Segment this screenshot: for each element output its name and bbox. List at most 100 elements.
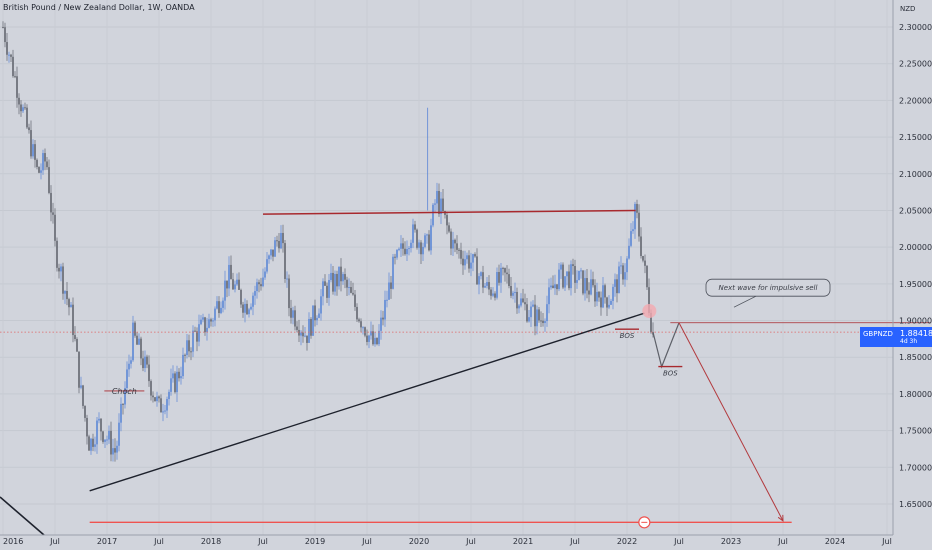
candle-body bbox=[556, 284, 558, 290]
candle-body bbox=[126, 369, 128, 388]
y-tick-label: 1.85000 bbox=[899, 353, 932, 362]
candle-body bbox=[282, 232, 284, 244]
candle-body bbox=[610, 300, 612, 305]
candle-body bbox=[510, 286, 512, 296]
candle-body bbox=[100, 418, 102, 432]
rising-trendline bbox=[89, 312, 645, 492]
current-price-label: GBPNZD 1.88418 4d 3h bbox=[860, 327, 932, 347]
candle-body bbox=[250, 306, 252, 310]
candle-body bbox=[308, 318, 310, 343]
candle-body bbox=[328, 280, 330, 298]
candle-body bbox=[464, 259, 466, 266]
candle-body bbox=[38, 167, 40, 173]
candle-body bbox=[24, 107, 26, 109]
candle-body bbox=[120, 403, 122, 423]
candle-body bbox=[430, 225, 432, 251]
candle-body bbox=[614, 279, 616, 287]
callout-box[interactable] bbox=[705, 278, 831, 297]
candle-body bbox=[620, 265, 622, 267]
candle-body bbox=[472, 254, 474, 263]
candle-body bbox=[482, 272, 484, 288]
candle-body bbox=[96, 420, 98, 445]
candle-body bbox=[536, 309, 538, 327]
candle-body bbox=[64, 291, 66, 294]
candle-body bbox=[484, 285, 486, 288]
candle-body bbox=[238, 279, 240, 290]
bos-label: BOS bbox=[663, 370, 678, 378]
candle-body bbox=[256, 282, 258, 292]
candle-body bbox=[304, 335, 306, 337]
target-arrow-head bbox=[777, 514, 784, 522]
candle-body bbox=[540, 320, 542, 322]
price-axis[interactable]: 2.30000 2.25000 2.20000 2.15000 2.10000 2.050… bbox=[899, 23, 932, 509]
x-tick-label: 2024 bbox=[825, 537, 845, 546]
candle-body bbox=[322, 281, 324, 297]
candle-body bbox=[46, 161, 48, 168]
candle-body bbox=[208, 319, 210, 328]
candles bbox=[2, 21, 654, 462]
time-axis[interactable]: 2016 Jul 2017 Jul 2018 Jul 2019 Jul 2020 Jul 2021 J… bbox=[3, 537, 892, 546]
candle-body bbox=[226, 280, 228, 289]
candle-body bbox=[414, 224, 416, 230]
candle-body bbox=[388, 282, 390, 300]
candle-body bbox=[326, 285, 328, 298]
candle-body bbox=[348, 287, 350, 289]
candle-body bbox=[110, 430, 112, 455]
candle-body bbox=[300, 332, 302, 336]
candle-body bbox=[604, 285, 606, 298]
candle-body bbox=[420, 242, 422, 255]
candle-body bbox=[474, 254, 476, 257]
candle-body bbox=[356, 306, 358, 320]
candle-body bbox=[232, 279, 234, 290]
candle-body bbox=[60, 266, 62, 272]
candle-body bbox=[184, 354, 186, 356]
candle-body bbox=[550, 285, 552, 288]
candle-body bbox=[286, 278, 288, 280]
x-tick-label: Jul bbox=[673, 537, 684, 546]
candle-body bbox=[30, 130, 32, 157]
candle-body bbox=[380, 317, 382, 331]
x-tick-label: Jul bbox=[777, 537, 788, 546]
candle-body bbox=[20, 104, 22, 112]
candle-body bbox=[62, 266, 64, 294]
candle-body bbox=[646, 265, 648, 288]
candle-body bbox=[324, 281, 326, 286]
y-tick-label: 1.65000 bbox=[899, 500, 932, 509]
candle-body bbox=[122, 403, 124, 405]
candle-body bbox=[342, 274, 344, 282]
candle-body bbox=[574, 266, 576, 283]
breakdown-marker bbox=[642, 303, 657, 318]
candle-body bbox=[76, 339, 78, 352]
candle-body bbox=[200, 319, 202, 325]
candle-body bbox=[410, 242, 412, 249]
candle-body bbox=[138, 338, 140, 345]
candle-body bbox=[628, 245, 630, 259]
choch-label: Choch bbox=[112, 387, 137, 396]
candle-body bbox=[466, 255, 468, 260]
candle-body bbox=[294, 310, 296, 327]
x-tick-label: 2020 bbox=[409, 537, 429, 546]
candle-body bbox=[534, 304, 536, 327]
candle-body bbox=[542, 320, 544, 324]
candle-body bbox=[462, 258, 464, 266]
candle-body bbox=[452, 239, 454, 249]
candle-body bbox=[190, 351, 192, 353]
candle-body bbox=[564, 276, 566, 288]
candle-body bbox=[272, 249, 274, 257]
candle-body bbox=[168, 391, 170, 400]
candle-body bbox=[588, 290, 590, 295]
y-tick-label: 1.90000 bbox=[899, 317, 932, 326]
candle-body bbox=[340, 266, 342, 282]
y-tick-label: 2.10000 bbox=[899, 170, 932, 179]
candle-body bbox=[128, 363, 130, 370]
candle-body bbox=[264, 271, 266, 278]
candle-body bbox=[148, 364, 150, 382]
candle-body bbox=[284, 243, 286, 279]
candle-body bbox=[334, 273, 336, 292]
candle-body bbox=[86, 417, 88, 437]
x-tick-label: Jul bbox=[361, 537, 372, 546]
candle-body bbox=[538, 309, 540, 321]
resistance-line bbox=[262, 209, 636, 215]
